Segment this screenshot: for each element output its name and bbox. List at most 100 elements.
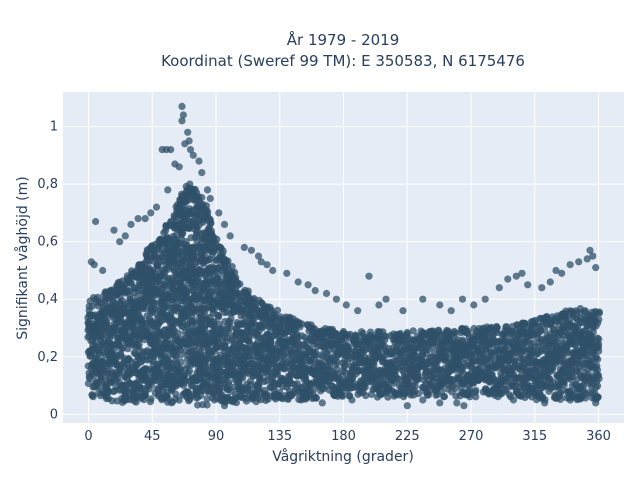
data-point [521, 319, 529, 327]
data-point [466, 385, 474, 393]
data-point [228, 263, 236, 271]
y-tick-label: 0,4 [37, 292, 58, 307]
data-point [232, 399, 240, 407]
data-point [595, 309, 603, 317]
data-point [586, 246, 594, 254]
data-point [538, 284, 546, 292]
data-point [189, 151, 197, 159]
data-point [203, 401, 211, 409]
data-point [116, 238, 124, 246]
data-point [152, 203, 161, 211]
data-point [203, 186, 212, 194]
data-point [332, 295, 340, 303]
data-point [227, 314, 235, 322]
data-point [470, 301, 478, 309]
data-point [593, 366, 602, 374]
y-tick-labels: 00,20,40,60,81 [37, 120, 58, 423]
data-point [594, 355, 602, 363]
data-point [178, 102, 186, 110]
x-tick-label: 180 [331, 429, 356, 444]
data-point [481, 295, 489, 303]
data-point [370, 361, 378, 369]
data-point [106, 362, 114, 370]
data-point [340, 363, 348, 371]
data-point [90, 261, 98, 269]
data-point [94, 348, 103, 356]
data-point [273, 370, 282, 378]
data-point [99, 266, 107, 275]
data-point [419, 396, 427, 404]
x-tick-label: 45 [144, 429, 161, 444]
data-point [451, 384, 459, 393]
data-point [594, 382, 602, 390]
data-point [354, 307, 362, 315]
data-point [269, 266, 277, 275]
data-point [509, 396, 518, 404]
data-point [592, 322, 600, 330]
data-point [283, 269, 291, 277]
data-point [147, 209, 155, 217]
data-point [311, 287, 319, 295]
data-point [257, 258, 265, 266]
data-point [436, 301, 444, 309]
x-tick-label: 270 [459, 429, 484, 444]
data-point [453, 399, 461, 407]
data-point [432, 391, 440, 399]
data-point [546, 278, 554, 286]
data-point [183, 286, 191, 295]
data-point [186, 146, 195, 154]
data-point [403, 402, 411, 410]
data-point [460, 402, 468, 410]
x-tick-label: 90 [208, 429, 225, 444]
data-point [414, 375, 422, 383]
data-point [594, 393, 602, 401]
data-point [294, 278, 302, 286]
data-point [472, 393, 480, 401]
data-point [415, 390, 423, 398]
data-point [220, 220, 229, 228]
chart-title-line1: År 1979 - 2019 [287, 30, 400, 49]
data-point [593, 334, 602, 342]
data-point [304, 281, 312, 289]
data-point [595, 315, 603, 324]
data-point [575, 258, 583, 266]
y-axis-title: Signifikant våghöjd (m) [14, 176, 31, 339]
data-point [89, 393, 97, 401]
data-point [447, 307, 455, 315]
y-tick-label: 0,6 [37, 235, 58, 250]
data-point [440, 392, 449, 401]
data-point [451, 329, 460, 337]
data-point [273, 306, 282, 314]
y-tick-label: 0 [50, 407, 58, 422]
data-point [493, 324, 501, 332]
data-point [184, 128, 192, 136]
data-point [318, 399, 326, 407]
data-point [552, 266, 560, 275]
data-point [592, 264, 600, 272]
data-point [92, 217, 100, 226]
data-point [263, 261, 271, 269]
data-point [97, 372, 105, 380]
data-point [254, 252, 263, 260]
data-point [301, 372, 309, 380]
data-point [524, 281, 532, 289]
data-point [206, 219, 215, 228]
data-point [382, 295, 390, 303]
x-tick-label: 225 [395, 429, 420, 444]
data-point [198, 169, 206, 177]
data-point [110, 226, 118, 234]
data-point [312, 348, 320, 356]
data-point [592, 399, 600, 407]
data-point [177, 358, 185, 366]
x-tick-label: 360 [586, 429, 611, 444]
data-point [399, 307, 407, 315]
data-point [206, 194, 214, 203]
data-point [583, 255, 591, 263]
data-point [495, 284, 503, 292]
y-tick-label: 0,8 [37, 177, 58, 192]
data-point [541, 399, 549, 407]
data-point [175, 163, 183, 171]
data-point [215, 311, 223, 319]
data-point [589, 252, 597, 260]
data-point [167, 146, 175, 154]
